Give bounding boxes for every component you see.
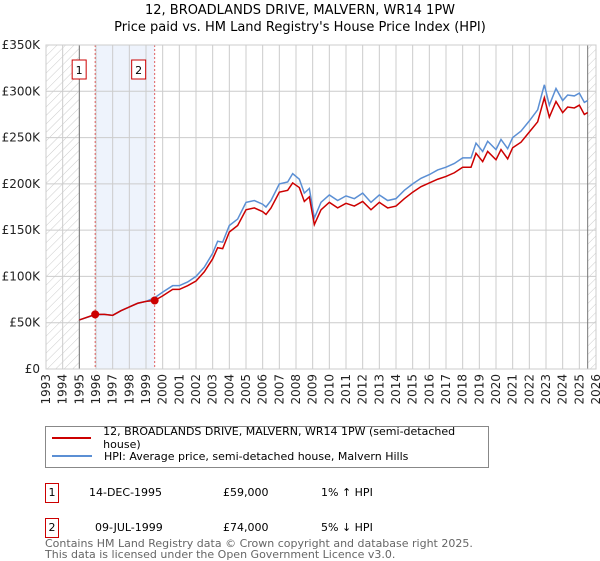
x-tick-label: 1998 (122, 374, 136, 405)
x-tick-label: 2013 (372, 374, 386, 405)
x-tick-label: 2019 (472, 374, 486, 405)
x-tick-label: 2006 (256, 374, 270, 405)
x-tick-label: 2001 (172, 374, 186, 405)
x-tick-label: 2024 (556, 374, 570, 405)
x-tick-label: 1999 (139, 374, 153, 405)
x-tick-label: 1993 (39, 374, 53, 405)
hatched-region (587, 45, 596, 369)
y-tick-label: £200K (2, 177, 42, 191)
sale-label-box (71, 59, 87, 80)
transaction-hpi: 5% ↓ HPI (321, 521, 373, 534)
x-tick-label: 2025 (572, 374, 586, 405)
x-tick-label: 2009 (306, 374, 320, 405)
x-tick-label: 2002 (189, 374, 203, 405)
transaction-row: 2 09-JUL-1999 £74,000 5% ↓ HPI (45, 518, 545, 538)
x-tick-label: 2012 (356, 374, 370, 405)
x-tick-label: 2016 (422, 374, 436, 405)
x-tick-label: 1996 (89, 374, 103, 405)
sale-label: 1 (76, 64, 83, 77)
sale-point (150, 296, 159, 305)
x-tick-label: 2007 (272, 374, 286, 405)
x-tick-label: 1994 (56, 374, 70, 405)
transaction-number: 2 (45, 518, 59, 538)
y-tick-label: £350K (2, 38, 42, 52)
x-tick-label: 2017 (439, 374, 453, 405)
y-tick-label: £50K (9, 316, 41, 330)
x-tick-label: 2021 (506, 374, 520, 405)
transaction-number: 1 (45, 483, 59, 503)
transaction-price: £74,000 (223, 521, 269, 534)
sale-label: 2 (135, 64, 142, 77)
transaction-date: 14-DEC-1995 (89, 486, 163, 499)
x-tick-label: 2004 (222, 374, 236, 405)
sale-label-box (131, 59, 147, 80)
legend-label: HPI: Average price, semi-detached house,… (104, 449, 409, 463)
x-tick-label: 2005 (239, 374, 253, 405)
legend-item-hpi: HPI: Average price, semi-detached house,… (52, 448, 408, 464)
transaction-row: 1 14-DEC-1995 £59,000 1% ↑ HPI (45, 483, 545, 503)
y-tick-label: £0 (25, 362, 40, 376)
x-tick-label: 2010 (322, 374, 336, 405)
legend-swatch-red (52, 437, 92, 439)
plot-border (45, 44, 597, 370)
chart-title: 12, BROADLANDS DRIVE, MALVERN, WR14 1PW (144, 3, 456, 18)
x-tick-label: 1997 (106, 374, 120, 405)
x-tick-label: 2011 (339, 374, 353, 405)
x-tick-label: 2008 (289, 374, 303, 405)
y-tick-label: £300K (2, 84, 42, 98)
sale-point (91, 310, 100, 319)
legend-label: 12, BROADLANDS DRIVE, MALVERN, WR14 1PW … (103, 425, 456, 451)
y-tick-label: £100K (2, 269, 42, 283)
x-tick-label: 2026 (589, 374, 600, 405)
transaction-hpi: 1% ↑ HPI (321, 486, 373, 499)
hpi-line (79, 84, 589, 321)
x-tick-label: 2020 (489, 374, 503, 405)
legend-swatch-blue (52, 455, 92, 457)
y-tick-label: £250K (2, 131, 42, 145)
legend-item-price-paid: 12, BROADLANDS DRIVE, MALVERN, WR14 1PW … (52, 425, 488, 451)
x-tick-label: 2000 (156, 374, 170, 405)
chart-subtitle: Price paid vs. HM Land Registry's House … (114, 20, 486, 35)
x-tick-label: 2018 (456, 374, 470, 405)
footer-licence: This data is licensed under the Open Gov… (45, 548, 396, 561)
x-tick-label: 2003 (206, 374, 220, 405)
transaction-date: 09-JUL-1999 (95, 521, 163, 534)
legend: 12, BROADLANDS DRIVE, MALVERN, WR14 1PW … (45, 425, 489, 468)
footer-copyright: Contains HM Land Registry data © Crown c… (45, 537, 473, 550)
x-tick-label: 1995 (72, 374, 86, 405)
price-paid-line (79, 94, 589, 321)
x-tick-label: 2022 (522, 374, 536, 405)
y-tick-label: £150K (2, 223, 42, 237)
x-tick-label: 2015 (406, 374, 420, 405)
x-tick-label: 2023 (539, 374, 553, 405)
transaction-price: £59,000 (223, 486, 269, 499)
x-tick-label: 2014 (389, 374, 403, 405)
